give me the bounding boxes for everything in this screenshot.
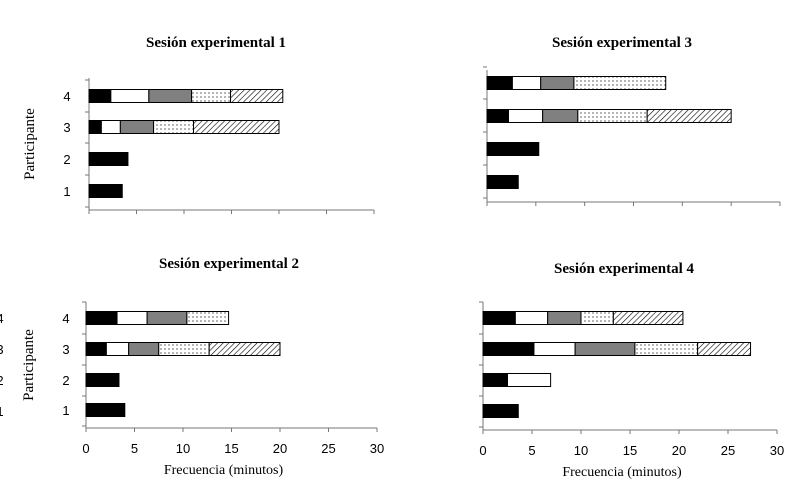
bar-segment-gray	[148, 89, 193, 103]
bar-segment-white	[507, 109, 544, 123]
bar-segment-dots	[186, 311, 230, 325]
x-tick-label: 25	[721, 443, 735, 458]
bar-segment-black	[482, 404, 519, 418]
x-axis-title: Frecuencia (minutos)	[164, 463, 284, 478]
bar-segment-black	[482, 342, 535, 356]
chart-title: Sesión experimental 2	[159, 256, 299, 272]
bar-segment-black	[88, 120, 102, 134]
bar-segment-dots	[191, 89, 232, 103]
bar-segment-black	[85, 311, 118, 325]
chart-title: Sesión experimental 3	[552, 35, 692, 51]
bar-segment-white	[511, 76, 542, 90]
x-tick-label: 30	[370, 441, 384, 456]
chart-title: Sesión experimental 1	[146, 35, 286, 51]
bar-segment-gray	[542, 109, 579, 123]
x-tick-label: 20	[273, 441, 287, 456]
y-tick-label: 1	[63, 184, 70, 199]
bar-segment-black	[88, 152, 129, 166]
bar-segment-gray	[540, 76, 575, 90]
x-tick-label: 15	[224, 441, 238, 456]
x-tick-label: 0	[82, 441, 89, 456]
bar-segment-white	[100, 120, 121, 134]
bar-segment-black	[85, 403, 126, 417]
bar-segment-gray	[574, 342, 636, 356]
x-tick-label: 5	[131, 441, 138, 456]
y-tick-label: 1	[62, 403, 69, 418]
bar-segment-dots	[634, 342, 699, 356]
y-tick-label: 2	[0, 373, 4, 388]
chart-panel-3: Sesión experimental 2 1 2 3 4 0 5 10 15 20 25 30 Fre…	[21, 256, 384, 478]
bar-segment-hatch	[230, 89, 284, 103]
bar-segment-hatch	[193, 120, 280, 134]
bar-segment-gray	[119, 120, 155, 134]
bar-segment-hatch	[646, 109, 732, 123]
x-axis-title: Frecuencia (minutos)	[562, 465, 682, 480]
y-tick-label: 3	[63, 120, 70, 135]
y-tick-label: 2	[63, 152, 70, 167]
x-tick-label: 10	[574, 443, 588, 458]
bar-segment-dots	[580, 311, 614, 325]
y-tick-label: 3	[0, 342, 4, 357]
x-tick-label: 5	[528, 443, 535, 458]
bar-segment-black	[88, 184, 123, 198]
y-tick-label: 4	[0, 311, 4, 326]
bar-segment-white	[514, 311, 549, 325]
x-tick-label: 10	[176, 441, 190, 456]
chart-panel-1: Sesión experimental 1 1 2 3 4 Participante	[22, 35, 375, 214]
y-tick-label: 3	[62, 342, 69, 357]
x-tick-label: 15	[623, 443, 637, 458]
bar-segment-dots	[153, 120, 195, 134]
bar-segment-white	[110, 89, 150, 103]
bar-segment-white	[533, 342, 576, 356]
bar-segment-black	[486, 175, 519, 189]
chart-panel-4: Sesión experimental 41234051015202530Fre…	[0, 261, 784, 480]
bar-segment-gray	[128, 342, 160, 356]
bar-segment-black	[85, 342, 107, 356]
bar-segment-dots	[573, 76, 667, 90]
bar-segment-hatch	[208, 342, 281, 356]
bar-segment-dots	[158, 342, 210, 356]
bar-segment-white	[116, 311, 148, 325]
y-tick-label: 4	[63, 89, 70, 104]
bar-segment-black	[486, 76, 513, 90]
x-tick-label: 20	[672, 443, 686, 458]
bar-segment-gray	[146, 311, 188, 325]
bar-segment-gray	[547, 311, 582, 325]
y-tick-label: 4	[62, 311, 69, 326]
chart-title: Sesión experimental 4	[554, 261, 694, 277]
x-tick-label: 25	[321, 441, 335, 456]
bar-segment-hatch	[612, 311, 684, 325]
bar-segment-black	[88, 89, 112, 103]
bar-segment-hatch	[697, 342, 752, 356]
bar-segment-black	[482, 311, 516, 325]
bar-segment-black	[85, 373, 120, 387]
x-tick-label: 0	[479, 443, 486, 458]
y-tick-label: 2	[62, 373, 69, 388]
bar-segment-dots	[577, 109, 648, 123]
y-axis-title: Participante	[22, 108, 38, 180]
bar-segment-white	[105, 342, 130, 356]
bar-segment-black	[486, 109, 509, 123]
x-tick-label: 30	[770, 443, 784, 458]
y-tick-label: 1	[0, 404, 4, 419]
bar-segment-black	[486, 142, 540, 156]
bar-segment-white	[507, 373, 552, 387]
bar-segment-black	[482, 373, 508, 387]
chart-panel-2: Sesión experimental 3	[483, 35, 781, 206]
y-axis-title: Participante	[21, 329, 37, 401]
